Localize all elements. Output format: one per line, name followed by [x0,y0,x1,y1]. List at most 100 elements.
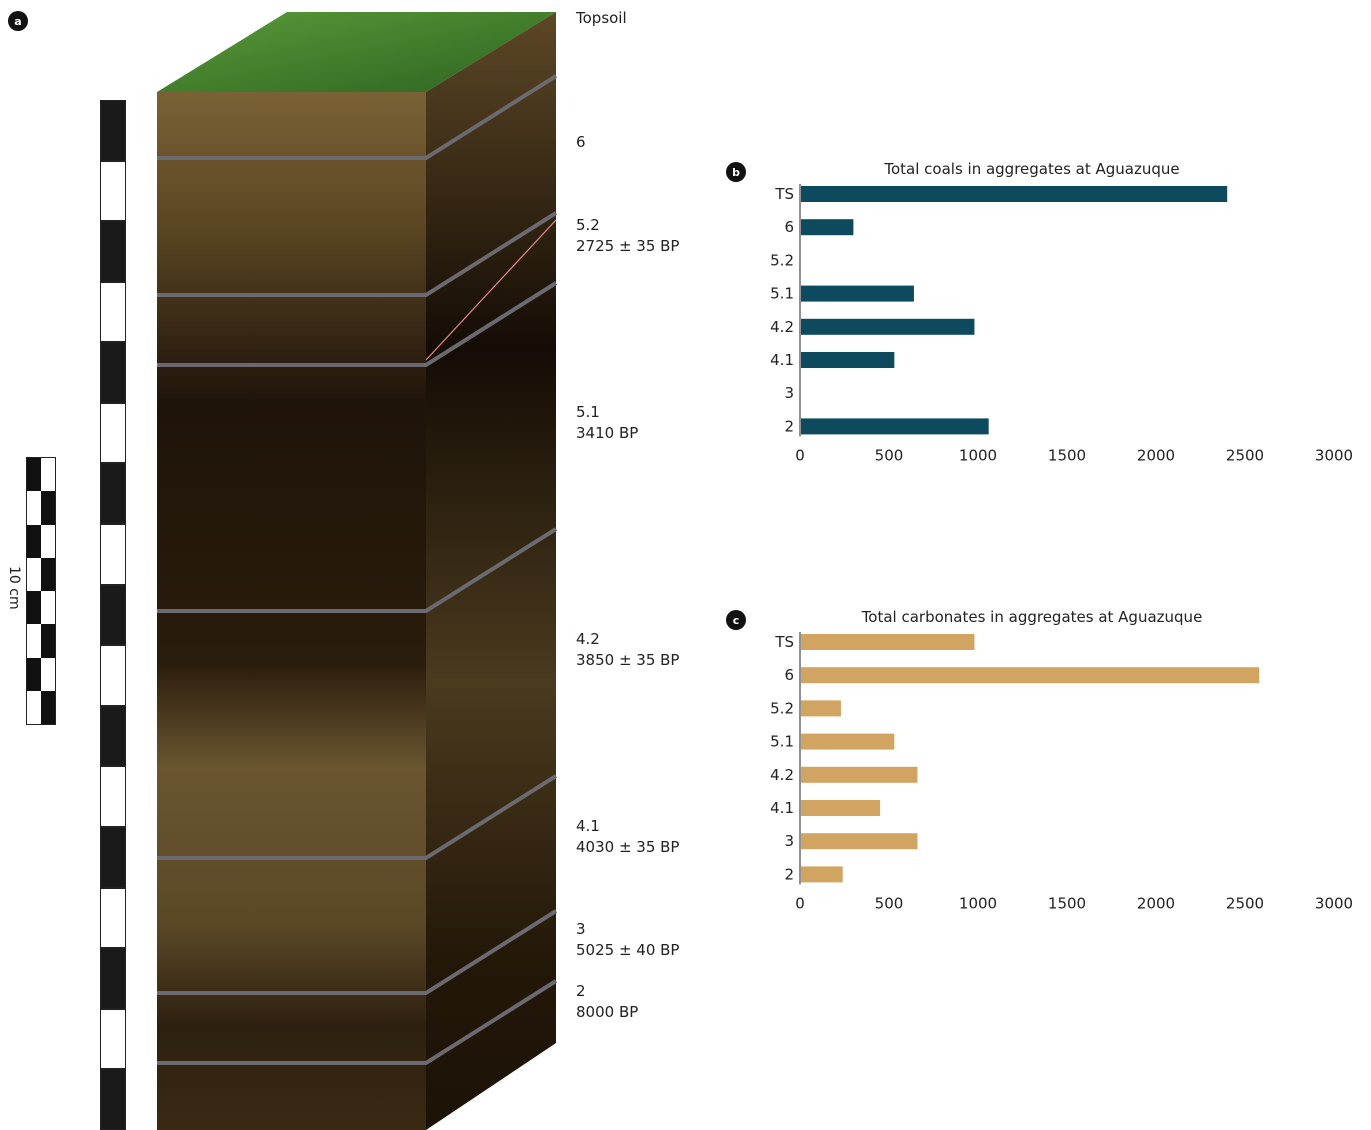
layer-name: 3 [576,920,586,938]
x-tick-label: 1500 [1048,446,1086,464]
x-tick-label: 500 [875,894,904,912]
bar [801,219,854,236]
layer-label: Topsoil [576,8,627,29]
layer-name: 5.2 [576,216,600,234]
grass-top [157,12,556,92]
layer-date: 4030 ± 35 BP [576,838,680,856]
layer-date: 3410 BP [576,424,639,442]
layer-label: 6 [576,132,586,153]
category-label: 3 [784,832,794,850]
category-label: 3 [784,384,794,402]
checker-cell [41,624,55,658]
bar [801,285,914,302]
x-tick-label: 0 [795,446,805,464]
checker-cell [27,458,41,492]
layer-date: 3850 ± 35 BP [576,651,680,669]
ruler-segment [100,221,126,282]
ruler-segment [100,402,126,464]
scale-ruler [100,100,128,1130]
chart-title: Total carbonates in aggregates at Aguazu… [861,608,1203,626]
layer-name: 4.2 [576,630,600,648]
category-label: 6 [784,666,794,684]
layer-label: 4.1 4030 ± 35 BP [576,816,679,858]
panel-b-badge: b [726,162,746,182]
layer-label: 3 5025 ± 40 BP [576,919,679,961]
ruler-segment [100,100,126,161]
checker-cell [41,491,55,525]
bar [801,800,881,816]
ruler-segment [100,1069,126,1130]
bar [801,833,918,850]
layer-boundaries [157,74,558,1065]
x-tick-label: 500 [875,446,904,464]
x-tick-label: 1500 [1048,894,1086,912]
ruler-segment [100,463,126,525]
ruler-segment [100,1008,126,1070]
category-label: 2 [784,865,794,883]
ruler-segment [100,948,126,1009]
bar [801,634,975,650]
layer-date: 5025 ± 40 BP [576,941,680,959]
bar [801,318,975,335]
layer-name: 5.1 [576,403,600,421]
chart-title: Total coals in aggregates at Aguazuque [883,160,1179,178]
x-tick-label: 1000 [959,894,997,912]
category-label: 2 [784,417,794,435]
x-tick-label: 2000 [1137,446,1175,464]
layer-name: 4.1 [576,817,600,835]
bar [801,418,989,435]
ruler-segment [100,342,126,403]
layer-label: 2 8000 BP [576,981,638,1023]
x-tick-label: 3000 [1315,894,1353,912]
x-tick-label: 2500 [1226,446,1264,464]
ruler-segment [100,160,126,222]
ruler-segment [100,645,126,706]
ruler-segment [100,826,126,888]
category-label: 4.2 [770,766,794,784]
panel-c-badge: c [726,610,746,630]
bar [801,700,841,717]
x-tick-label: 2000 [1137,894,1175,912]
category-label: TS [774,185,794,203]
x-tick-label: 1000 [959,446,997,464]
ruler-segment [100,584,126,646]
bar [801,352,895,368]
ruler-segment [100,524,126,585]
bar [801,866,843,883]
category-label: TS [774,633,794,651]
checker-cell [27,524,41,558]
category-label: 5.1 [770,285,794,303]
ruler-segment [100,887,126,949]
layer-label: 5.2 2725 ± 35 BP [576,215,679,257]
category-label: 5.2 [770,699,794,717]
red-string [425,219,557,361]
scale-checker [26,457,56,725]
bar [801,766,918,783]
layer-label: 5.1 3410 BP [576,402,638,444]
ruler-segment [100,766,126,827]
panel-a-badge: a [8,11,28,31]
layer-date: 8000 BP [576,1003,639,1021]
category-label: 4.1 [770,799,794,817]
category-label: 4.1 [770,351,794,369]
ruler-segment [100,281,126,343]
checker-cell [41,557,55,591]
layer-date: 2725 ± 35 BP [576,237,680,255]
bar [801,186,1228,202]
checker-cell [27,657,41,691]
bar [801,733,895,750]
soil-column [157,12,558,1130]
layer-name: 2 [576,982,586,1000]
layer-name: Topsoil [576,9,627,27]
ruler-segment [100,705,126,767]
checker-cell [27,591,41,625]
category-label: 6 [784,218,794,236]
x-tick-label: 2500 [1226,894,1264,912]
x-tick-label: 3000 [1315,446,1353,464]
bar [801,667,1260,684]
category-label: 5.1 [770,733,794,751]
checker-cell [41,690,55,724]
x-tick-label: 0 [795,894,805,912]
layer-label: 4.2 3850 ± 35 BP [576,629,679,671]
